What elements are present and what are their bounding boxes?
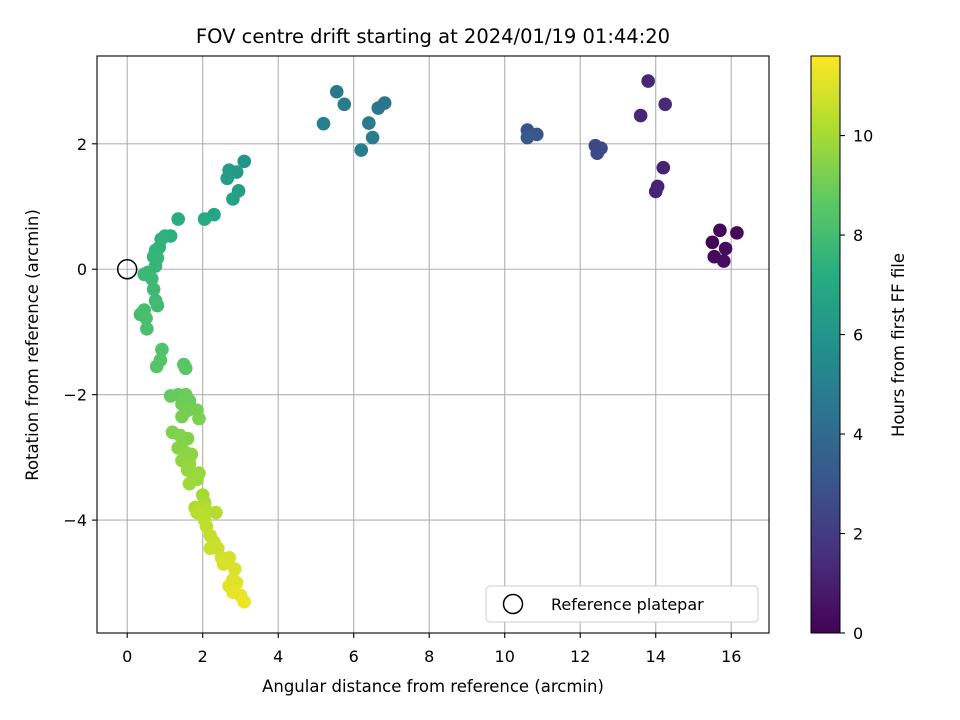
colorbar-label: Hours from first FF file: [889, 253, 908, 437]
data-point: [329, 84, 344, 99]
colorbar-tick-label: 10: [853, 127, 873, 146]
x-axis-label: Angular distance from reference (arcmin): [262, 677, 604, 696]
data-point: [226, 192, 240, 206]
data-point: [718, 241, 733, 256]
data-point: [656, 160, 671, 175]
data-point: [144, 271, 159, 286]
data-point: [362, 116, 376, 130]
x-tick-label: 2: [198, 647, 208, 666]
colorbar-tick-label: 6: [853, 326, 863, 345]
x-tick-label: 16: [721, 647, 741, 666]
data-point: [730, 226, 744, 240]
data-point: [705, 235, 720, 250]
data-point: [216, 557, 231, 571]
reference-marker: [116, 258, 138, 280]
x-tick-label: 10: [495, 647, 515, 666]
data-point: [175, 409, 189, 424]
colorbar-tick-label: 2: [853, 525, 863, 544]
data-point: [192, 411, 206, 426]
data-point: [155, 342, 169, 357]
colorbar: 0 2 4 6 8 10 Hours from first FF file: [810, 55, 908, 643]
data-point: [227, 562, 242, 576]
data-point: [150, 298, 165, 313]
colorbar-ticks: 0 2 4 6 8 10: [840, 127, 873, 643]
data-point: [237, 594, 252, 609]
data-point: [139, 311, 153, 325]
x-tick-label: 6: [349, 647, 359, 666]
data-point: [354, 143, 369, 157]
legend-label: Reference platepar: [551, 595, 704, 614]
chart-title: FOV centre drift starting at 2024/01/19 …: [196, 25, 670, 48]
colorbar-gradient: [810, 55, 841, 634]
legend-box: [485, 585, 759, 623]
data-point: [633, 108, 648, 123]
data-point: [648, 184, 663, 199]
y-tick-label: 0: [77, 260, 87, 279]
data-point: [316, 116, 331, 131]
colorbar-tick-label: 8: [853, 226, 863, 245]
data-point: [520, 130, 535, 145]
data-point: [337, 97, 352, 112]
data-point: [171, 212, 185, 226]
grid-lines: [97, 56, 769, 633]
data-point: [365, 130, 380, 145]
data-point: [220, 171, 235, 186]
data-point: [178, 361, 193, 376]
data-point: [713, 223, 727, 238]
data-point: [182, 476, 197, 491]
y-tick-label: 2: [77, 135, 87, 154]
data-point: [197, 212, 212, 226]
reference-point: [116, 258, 138, 280]
data-point: [209, 505, 223, 520]
data-point: [140, 322, 154, 336]
data-point: [180, 431, 195, 446]
data-point: [658, 97, 672, 112]
x-tick-label: 14: [646, 647, 666, 666]
plot-frame: [96, 55, 770, 634]
colorbar-tick-label: 4: [853, 425, 863, 444]
x-tick-label: 8: [424, 647, 434, 666]
data-points: [133, 74, 744, 609]
y-tick-label: −2: [63, 386, 87, 405]
x-tick-label: 12: [570, 647, 590, 666]
data-point: [237, 154, 252, 169]
data-point: [641, 74, 655, 88]
colorbar-tick-label: 0: [853, 624, 863, 643]
data-point: [377, 96, 392, 110]
data-point: [590, 146, 605, 161]
data-point: [146, 282, 161, 297]
data-point: [149, 359, 164, 374]
x-tick-label: 0: [122, 647, 132, 666]
legend-marker: [502, 593, 524, 615]
y-axis-label: Rotation from reference (arcmin): [23, 209, 42, 481]
legend: Reference platepar: [485, 585, 759, 623]
axis-ticks: 0 2 4 6 8 10 12 14 16 −4 −2 0 2: [63, 135, 741, 666]
y-tick-label: −4: [63, 511, 87, 530]
x-tick-label: 4: [273, 647, 283, 666]
data-point: [716, 254, 731, 268]
